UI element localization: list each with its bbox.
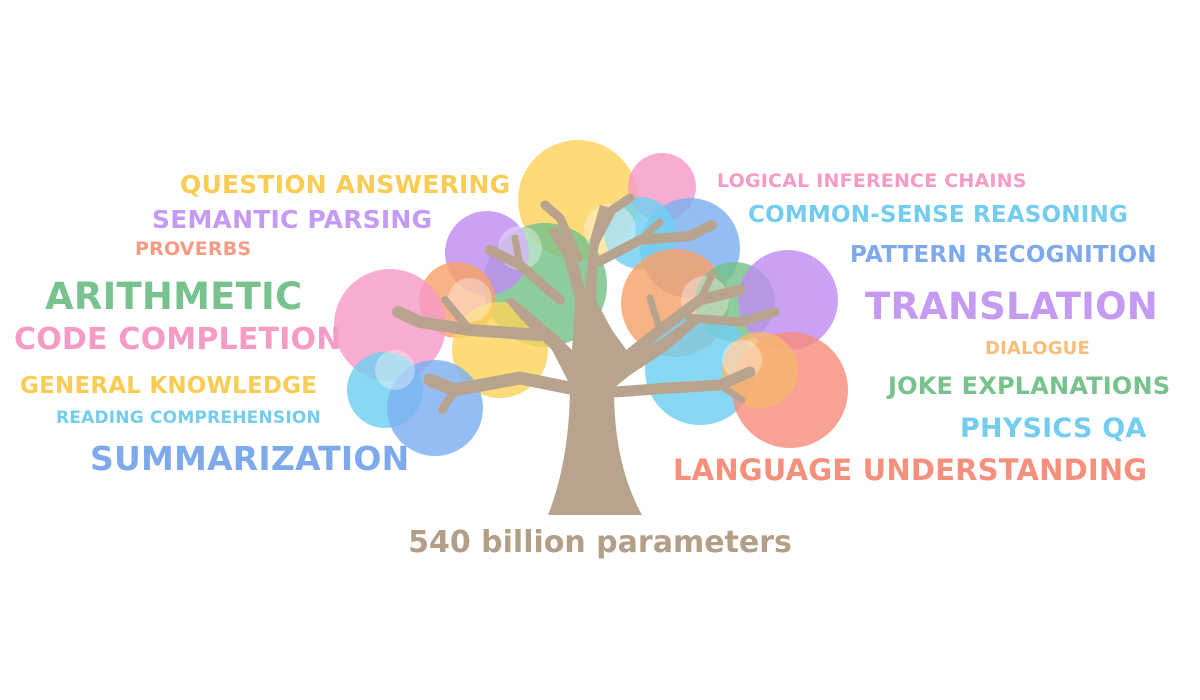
label-reading-comprehension: READING COMPREHENSION: [56, 408, 321, 428]
leaf-circle-peach-right: [722, 332, 798, 408]
branch-lower-right: [609, 366, 756, 398]
branch-right-mid: [619, 284, 746, 364]
label-language-understanding: LANGUAGE UNDERSTANDING: [673, 453, 1148, 487]
label-code-completion: CODE COMPLETION: [14, 322, 342, 357]
branch-right-twig-2: [646, 294, 664, 334]
label-summarization: SUMMARIZATION: [90, 439, 410, 478]
label-logical-inference-chains: LOGICAL INFERENCE CHAINS: [717, 170, 1027, 192]
label-semantic-parsing: SEMANTIC PARSING: [152, 205, 433, 234]
branch-top-left: [540, 200, 583, 263]
label-question-answering: QUESTION ANSWERING: [180, 170, 511, 199]
leaf-circle-pink-left: [334, 269, 446, 381]
branch-left-twig-2: [438, 386, 459, 414]
branch-left-twig-1: [441, 296, 474, 334]
leaf-highlight-3: [375, 350, 415, 390]
label-translation: TRANSLATION: [865, 285, 1158, 328]
parameter-count-caption: 540 billion parameters: [408, 525, 792, 560]
label-joke-explanations: JOKE EXPLANATIONS: [888, 372, 1171, 400]
branch-upper-left-twig: [511, 234, 524, 269]
label-pattern-recognition: PATTERN RECOGNITION: [850, 242, 1157, 268]
branch-right-twig-1: [696, 271, 716, 304]
branch-lower-left: [423, 371, 577, 397]
label-common-sense-reasoning: COMMON-SENSE REASONING: [748, 202, 1129, 228]
branch-top-right: [591, 193, 635, 245]
branch-upper-right-twig: [636, 218, 664, 244]
label-proverbs: PROVERBS: [135, 238, 252, 260]
trunk-shape: [505, 205, 700, 515]
leaf-circle-purple-right: [738, 250, 838, 350]
label-dialogue: DIALOGUE: [985, 338, 1090, 359]
branch-upper-right: [593, 220, 717, 267]
label-physics-qa: PHYSICS QA: [960, 413, 1147, 444]
branch-far-right: [685, 307, 780, 327]
label-general-knowledge: GENERAL KNOWLEDGE: [20, 373, 318, 399]
label-arithmetic: ARITHMETIC: [45, 275, 303, 318]
branch-left-mid: [392, 306, 546, 341]
tree-trunk: [392, 193, 780, 515]
branch-lower-right-twig: [716, 381, 746, 404]
